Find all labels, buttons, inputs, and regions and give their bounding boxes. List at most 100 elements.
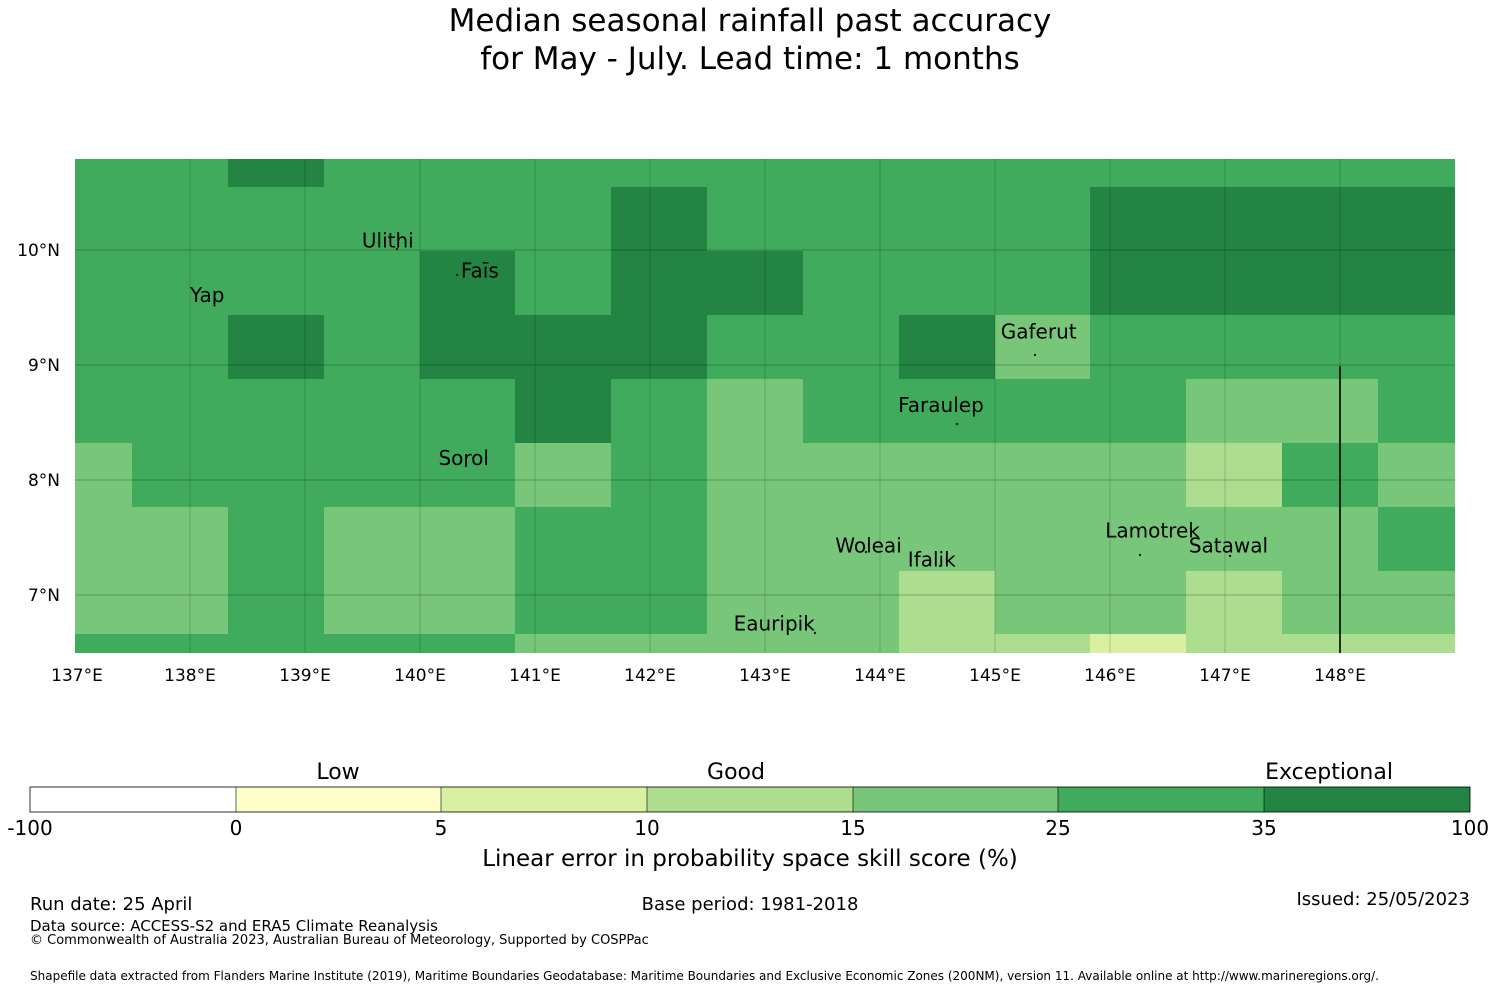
- lon-tick-label: 147°E: [1199, 666, 1251, 686]
- grid-cell: [899, 379, 995, 443]
- grid-cell: [1378, 187, 1455, 251]
- map-title-line2: for May - July. Lead time: 1 months: [480, 41, 1020, 77]
- run-date: Run date: 25 April: [30, 894, 193, 915]
- grid-cell: [132, 571, 228, 634]
- colorbar-tick: 35: [1251, 816, 1277, 840]
- grid-cell: [515, 187, 611, 251]
- grid-cell: [1090, 507, 1186, 571]
- grid-cell: [611, 315, 707, 379]
- grid-cell: [515, 159, 611, 187]
- place-labels: Yap Ulithi Faīs Gaferut Faraulep Sorol WoleaiI…: [189, 229, 1268, 636]
- issued-date: Issued: 25/05/2023: [1296, 889, 1470, 910]
- grid-cell: [420, 571, 515, 634]
- grid-cell: [611, 379, 707, 443]
- colorbar-word-exceptional: Exceptional: [1265, 760, 1393, 785]
- grid-cell: [707, 634, 803, 653]
- colorbar-segment: [1058, 787, 1264, 812]
- grid-cell: [803, 251, 899, 315]
- island-speck: [206, 298, 210, 302]
- grid-cell: [1282, 187, 1378, 251]
- grid-cell: [1378, 634, 1455, 653]
- grid-cell: [324, 187, 420, 251]
- grid-cell: [420, 187, 515, 251]
- grid-cell: [324, 443, 420, 507]
- grid-cell: [995, 634, 1090, 653]
- grid-cell: [803, 571, 899, 634]
- lat-tick-label: 9°N: [28, 356, 60, 376]
- place-label: Woleai: [835, 533, 902, 557]
- grid-cell: [1090, 443, 1186, 507]
- grid-cell: [1186, 251, 1282, 315]
- colorbar-word-good: Good: [707, 760, 765, 785]
- colorbar-tick: 25: [1045, 816, 1071, 840]
- grid-cell: [1090, 251, 1186, 315]
- grid-cell: [515, 571, 611, 634]
- grid-cell: [1282, 251, 1378, 315]
- colorbar: [29, 786, 1471, 813]
- colorbar-tick: 100: [1450, 816, 1490, 840]
- map-title-line1: Median seasonal rainfall past accuracy: [448, 3, 1052, 39]
- colorbar-tick: 15: [840, 816, 866, 840]
- colorbar-segment: [30, 787, 236, 812]
- place-label: Ulithi: [362, 229, 414, 253]
- grid-cell: [803, 507, 899, 571]
- grid-cell: [228, 507, 324, 571]
- place-label: Faīs: [461, 259, 499, 283]
- grid-cell: [1378, 159, 1455, 187]
- grid-cell: [707, 571, 803, 634]
- place-label: Ifalik: [908, 547, 956, 571]
- lon-tick-label: 142°E: [624, 666, 676, 686]
- map-axis-labels: 137°E 138°E 139°E 140°E 141°E 142°E 143°E 144°E…: [17, 241, 1366, 686]
- grid-cell: [803, 315, 899, 379]
- grid-cell: [803, 443, 899, 507]
- grid-cell: [899, 571, 995, 634]
- grid-cell: [515, 251, 611, 315]
- grid-cell: [995, 379, 1090, 443]
- grid-cell: [1282, 571, 1378, 634]
- grid-cell: [420, 634, 515, 653]
- colorbar-segment: [853, 787, 1058, 812]
- grid-cell: [324, 315, 420, 379]
- colorbar-tick: -100: [7, 816, 53, 840]
- grid-cell: [324, 571, 420, 634]
- graticule-lines: [75, 159, 1455, 653]
- grid-cell: [995, 507, 1090, 571]
- grid-cell: [324, 251, 420, 315]
- place-label: Yap: [189, 283, 224, 307]
- lat-tick-label: 10°N: [17, 241, 60, 261]
- grid-cell: [899, 315, 995, 379]
- grid-cell: [324, 507, 420, 571]
- grid-cell: [228, 251, 324, 315]
- grid-cell: [707, 159, 803, 187]
- grid-cell: [132, 159, 228, 187]
- place-label: Eauripik: [734, 612, 816, 636]
- place-label: Sorol: [438, 446, 489, 470]
- grid-cell: [995, 443, 1090, 507]
- grid-cell: [1090, 159, 1186, 187]
- grid-cell: [803, 159, 899, 187]
- colorbar-tick: 0: [229, 816, 243, 840]
- colorbar-tick: 5: [434, 816, 448, 840]
- grid-cell: [228, 443, 324, 507]
- grid-cell: [1186, 315, 1282, 379]
- island-speck: [464, 464, 468, 468]
- grid-cell: [132, 507, 228, 571]
- grid-cell: [420, 379, 515, 443]
- grid-cell: [995, 315, 1090, 379]
- grid-cell: [420, 251, 515, 315]
- grid-cell: [75, 187, 132, 251]
- grid-cell: [899, 159, 995, 187]
- lon-tick-label: 148°E: [1314, 666, 1366, 686]
- grid-cell: [1186, 507, 1282, 571]
- grid-cell: [324, 379, 420, 443]
- lon-tick-label: 141°E: [509, 666, 561, 686]
- grid-cell: [1090, 187, 1186, 251]
- grid-cell: [611, 159, 707, 187]
- grid-cell: [899, 507, 995, 571]
- island-speck: [455, 273, 459, 277]
- grid-cell: [75, 571, 132, 634]
- grid-cell: [228, 187, 324, 251]
- copyright-notice: © Commonwealth of Australia 2023, Austra…: [30, 933, 649, 948]
- grid-cell: [75, 634, 132, 653]
